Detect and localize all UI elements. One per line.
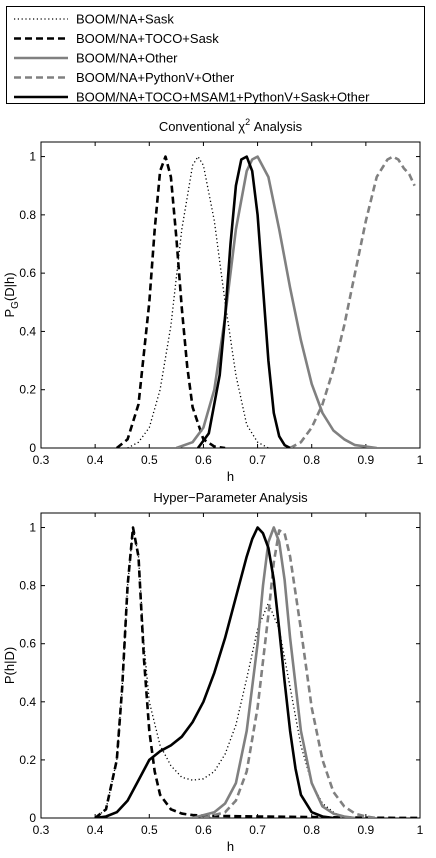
x-tick-label: 0.3 (33, 453, 50, 467)
y-axis-label-sub: G (10, 301, 21, 309)
legend-label-0: BOOM/NA+Sask (76, 12, 174, 27)
y-tick-label: 0 (29, 441, 36, 455)
chart-title: Hyper−Parameter Analysis (153, 490, 308, 505)
chart-title-tail: Analysis (250, 119, 303, 134)
x-tick-label: 0.9 (358, 453, 375, 467)
series-line-0 (94, 526, 345, 818)
series-line-3 (203, 529, 377, 818)
y-tick-label: 0 (29, 811, 36, 825)
x-tick-label: 0.8 (303, 453, 320, 467)
x-tick-label: 0.5 (141, 823, 158, 837)
y-axis-label-main: P(h|D) (2, 647, 17, 684)
legend: BOOM/NA+Sask BOOM/NA+TOCO+Sask BOOM/NA+Oth… (6, 6, 425, 105)
x-tick-label: 0.8 (303, 823, 320, 837)
legend-label-2: BOOM/NA+Other (76, 51, 178, 66)
y-tick-label: 0.8 (19, 579, 36, 593)
y-axis-label-main: P (2, 309, 17, 318)
x-tick-label: 0.5 (141, 453, 158, 467)
x-tick-label: 0.9 (358, 823, 375, 837)
y-tick-label: 0.6 (19, 266, 36, 280)
legend-label-3: BOOM/NA+PythonV+Other (76, 70, 235, 85)
x-tick-label: 0.3 (33, 823, 50, 837)
y-tick-label: 0.4 (19, 695, 36, 709)
x-tick-label: 0.4 (87, 453, 104, 467)
y-tick-label: 0.2 (19, 753, 36, 767)
y-axis-label: P(h|D) (2, 647, 17, 684)
y-tick-label: 0.4 (19, 324, 36, 338)
y-tick-label: 1 (29, 521, 36, 535)
chart-title-main: Hyper−Parameter Analysis (153, 490, 308, 505)
plot-frame (40, 141, 421, 449)
chart-title: Conventional χ2 Analysis (159, 117, 303, 134)
series-line-1 (115, 155, 226, 448)
y-tick-label: 0.6 (19, 637, 36, 651)
x-tick-label: 1 (417, 823, 424, 837)
series-line-4 (94, 526, 334, 818)
y-axis-label-tail: (D|h) (2, 272, 17, 301)
x-axis-label: h (227, 469, 234, 484)
series-line-2 (175, 155, 377, 448)
series-line-1 (94, 526, 420, 818)
y-axis-label: PG(D|h) (2, 272, 21, 317)
x-tick-label: 0.6 (195, 453, 212, 467)
y-tick-label: 0.8 (19, 208, 36, 222)
legend-box (6, 6, 425, 104)
series-line-2 (192, 526, 356, 818)
x-tick-label: 0.6 (195, 823, 212, 837)
x-tick-label: 0.4 (87, 823, 104, 837)
y-tick-label: 1 (29, 150, 36, 164)
series-line-3 (289, 155, 416, 448)
chart-title-sup: 2 (245, 117, 250, 127)
series-line-4 (196, 155, 291, 448)
x-tick-label: 1 (417, 453, 424, 467)
legend-label-1: BOOM/NA+TOCO+Sask (76, 31, 219, 46)
x-axis-label: h (227, 839, 234, 854)
x-tick-label: 0.7 (249, 823, 266, 837)
y-tick-label: 0.2 (19, 383, 36, 397)
chart-title-main: Conventional χ (159, 119, 245, 134)
plot-frame (40, 512, 421, 819)
legend-label-4: BOOM/NA+TOCO+MSAM1+PythonV+Sask+Other (76, 90, 370, 105)
x-tick-label: 0.7 (249, 453, 266, 467)
series-line-0 (127, 155, 269, 448)
